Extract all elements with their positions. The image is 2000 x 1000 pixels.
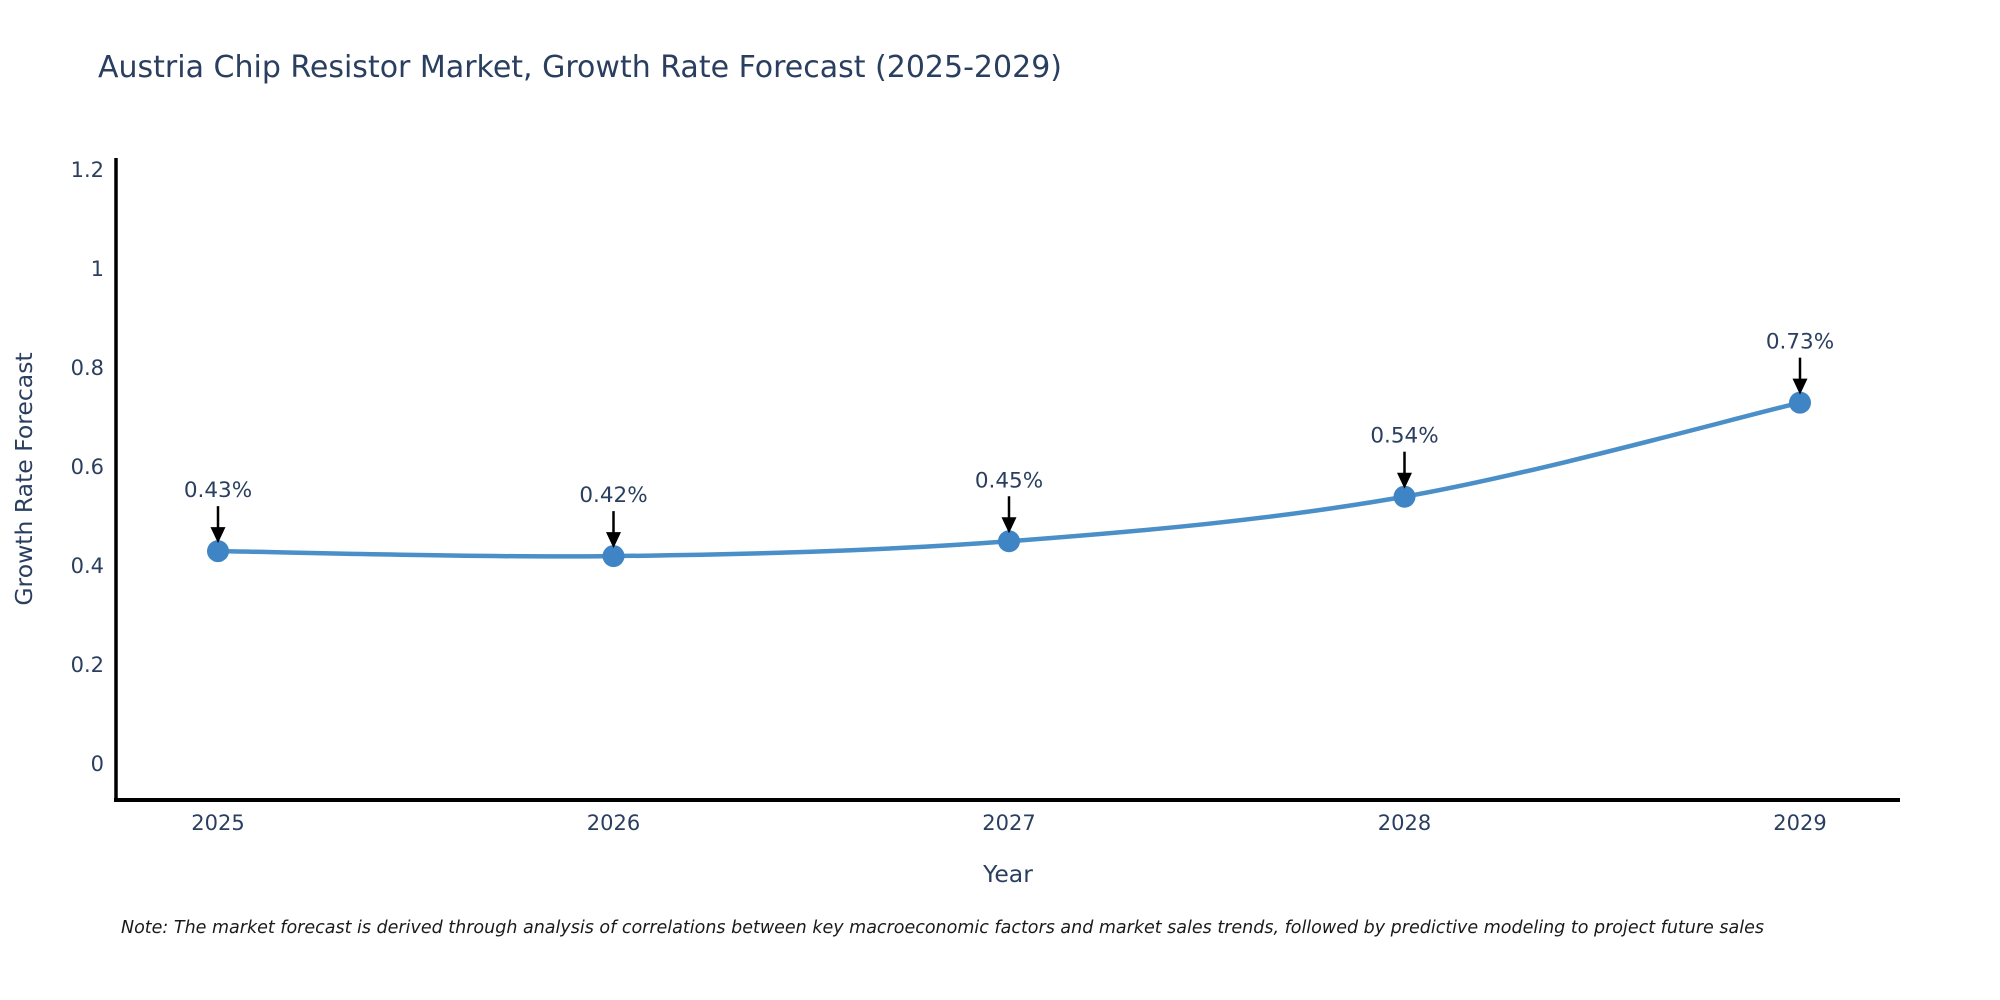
data-point-marker xyxy=(998,530,1020,553)
y-tick-label: 1 xyxy=(91,257,104,281)
x-tick-label: 2028 xyxy=(1378,811,1431,835)
annotation: 0.54% xyxy=(1370,424,1439,489)
annotation: 0.43% xyxy=(184,478,252,544)
data-point-marker xyxy=(602,545,625,568)
y-tick-label: 0.2 xyxy=(71,653,104,677)
annotation-arrow-head xyxy=(210,527,226,544)
chart-title: Austria Chip Resistor Market, Growth Rat… xyxy=(98,50,1062,85)
y-tick-label: 0.4 xyxy=(71,554,104,578)
x-axis-title: Year xyxy=(982,860,1033,888)
annotation-label: 0.42% xyxy=(579,483,647,508)
annotation-label: 0.43% xyxy=(184,478,252,503)
y-tick-label: 1.2 xyxy=(71,158,104,182)
x-tick-label: 2026 xyxy=(587,811,640,835)
annotation-arrow-head xyxy=(606,532,621,549)
annotation-arrow-head xyxy=(1001,517,1017,534)
y-tick-label: 0.8 xyxy=(71,356,104,380)
data-point-marker xyxy=(207,540,229,563)
y-tick-label: 0 xyxy=(91,752,104,776)
annotation-arrow-head xyxy=(1792,378,1808,395)
data-point-marker xyxy=(1393,485,1416,508)
annotation-label: 0.73% xyxy=(1766,330,1834,355)
annotation-arrow-head xyxy=(1397,472,1412,489)
x-tick-label: 2029 xyxy=(1773,811,1826,835)
y-axis-title: Growth Rate Forecast xyxy=(10,352,38,605)
x-tick-label: 2025 xyxy=(191,811,244,835)
annotation-label: 0.54% xyxy=(1370,424,1438,449)
annotation: 0.42% xyxy=(579,483,648,549)
x-tick-label: 2027 xyxy=(982,811,1035,835)
data-point-marker xyxy=(1789,391,1811,414)
annotation: 0.73% xyxy=(1766,330,1834,395)
annotation: 0.45% xyxy=(975,468,1043,534)
footnote: Note: The market forecast is derived thr… xyxy=(121,918,1764,938)
y-tick-label: 0.6 xyxy=(71,455,104,479)
line-chart: 0 0.2 0.4 0.6 0.8 1 1.2 2025 2026 2027 2028 2029 Yea… xyxy=(10,158,1900,888)
annotation-label: 0.45% xyxy=(975,468,1043,493)
